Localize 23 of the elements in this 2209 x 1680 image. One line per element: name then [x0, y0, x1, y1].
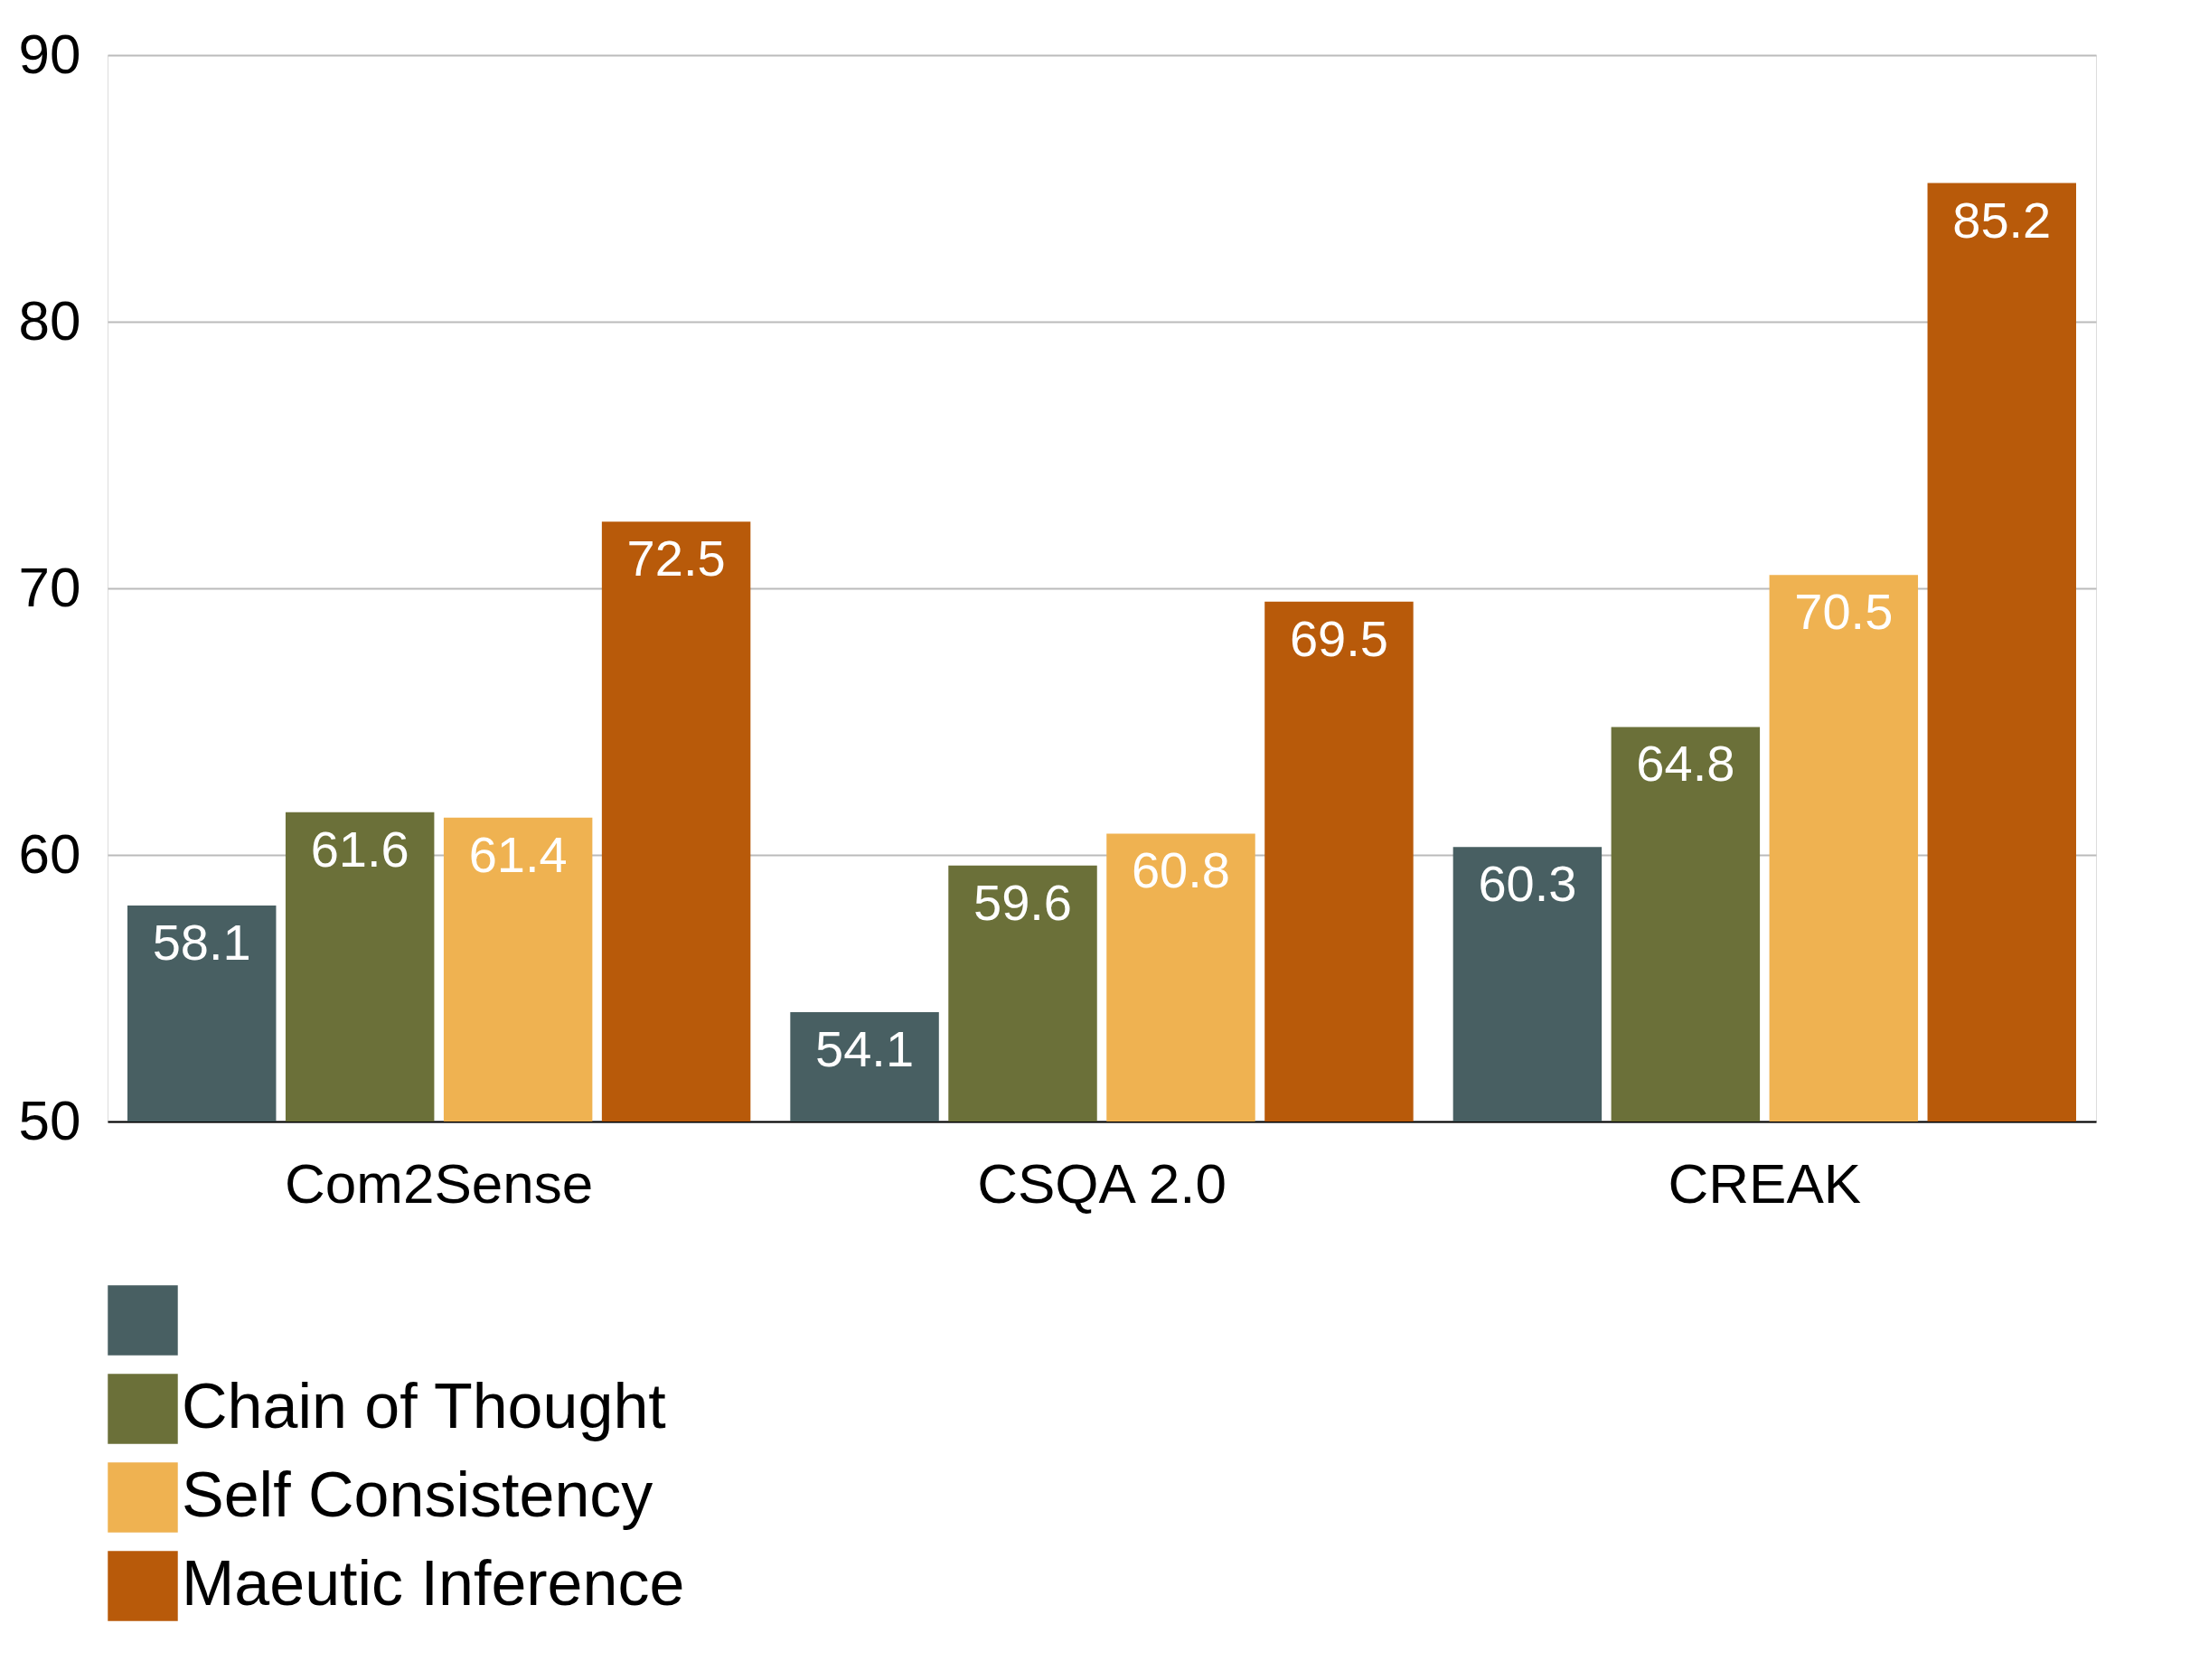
y-tick-label: 70 — [18, 555, 81, 618]
data-label: 85.2 — [1952, 191, 2052, 249]
legend-label: Self Consistency — [182, 1459, 653, 1530]
y-tick-label: 50 — [18, 1088, 81, 1151]
legend-label: Chain of Thought — [182, 1371, 666, 1441]
data-label: 70.5 — [1794, 583, 1894, 641]
data-label: 60.8 — [1131, 841, 1230, 899]
data-label: 64.8 — [1636, 735, 1735, 793]
data-label: 54.1 — [815, 1020, 915, 1078]
data-label: 72.5 — [626, 530, 726, 587]
data-label: 61.4 — [468, 825, 568, 883]
data-label: 61.6 — [310, 820, 409, 878]
y-tick-label: 90 — [18, 22, 81, 85]
data-label: 69.5 — [1289, 609, 1388, 667]
data-label: 60.3 — [1478, 855, 1577, 913]
y-tick-label: 80 — [18, 288, 81, 352]
data-label: 59.6 — [973, 873, 1073, 931]
x-tick-label: Com2Sense — [285, 1151, 594, 1215]
data-label: 58.1 — [152, 914, 251, 971]
x-tick-label: CREAK — [1668, 1151, 1862, 1215]
y-tick-label: 60 — [18, 821, 81, 885]
legend-label: Maeutic Inference — [182, 1548, 685, 1619]
x-tick-label: CSQA 2.0 — [977, 1151, 1227, 1215]
